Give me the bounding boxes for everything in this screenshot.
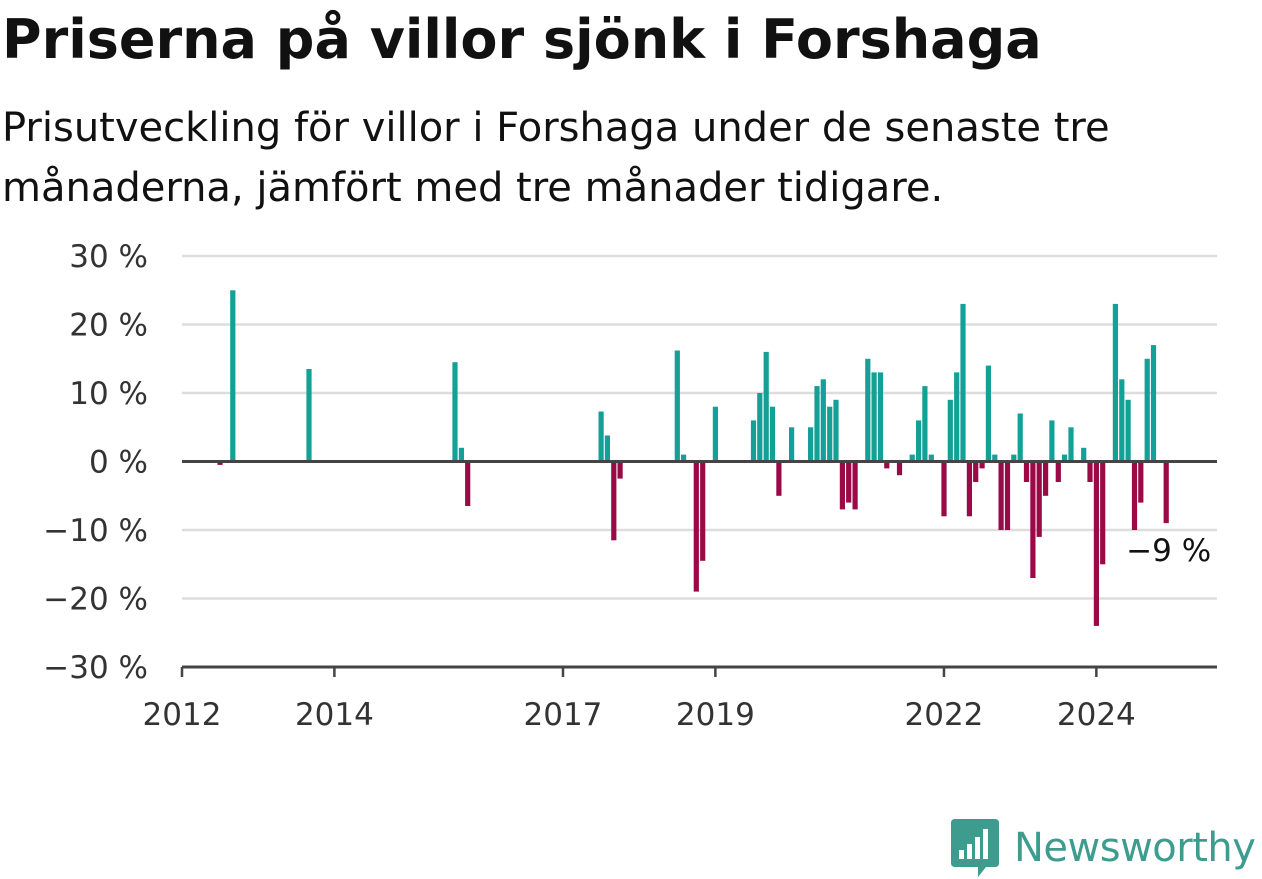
bar [941, 461, 947, 517]
bar [966, 461, 972, 517]
newsworthy-bar-chart-icon [951, 819, 999, 877]
x-tick-label: 2012 [143, 697, 222, 733]
bar [1150, 345, 1157, 462]
annotations: −9 % [1126, 533, 1211, 569]
bar [1144, 358, 1150, 462]
newsworthy-logo: Newsworthy [950, 817, 1256, 879]
bar [681, 454, 687, 462]
bar [865, 358, 871, 462]
bar [992, 454, 998, 462]
bar [814, 386, 820, 462]
y-tick-label: −10 % [43, 513, 148, 549]
y-tick-label: −20 % [43, 582, 148, 618]
bar [1138, 461, 1144, 503]
bar [1131, 461, 1138, 530]
bar [998, 461, 1004, 530]
bar [230, 290, 236, 462]
bar [1062, 454, 1068, 462]
bar [1011, 454, 1017, 462]
bar [979, 461, 985, 469]
bar [1004, 461, 1011, 530]
bar [846, 461, 852, 503]
bar [1119, 379, 1125, 462]
x-tick-label: 2019 [676, 697, 755, 733]
bar [598, 411, 604, 462]
bar [1043, 461, 1049, 496]
bar [700, 461, 706, 561]
bar [1112, 303, 1118, 462]
bar [1125, 399, 1131, 462]
bar [916, 420, 922, 462]
bar [458, 447, 464, 462]
x-axis-ticks: 2012 2014 2017 2019 2022 2024 [143, 667, 1136, 733]
bar [757, 393, 763, 462]
bar [306, 369, 312, 462]
bar [947, 399, 953, 462]
bar [973, 461, 979, 482]
bar [1093, 461, 1099, 626]
chart-title: Priserna på villor sjönk i Forshaga [2, 8, 1042, 71]
bar [909, 454, 915, 462]
bar [1017, 413, 1023, 462]
bar [852, 461, 858, 510]
x-tick-label: 2014 [295, 697, 374, 733]
bar [750, 420, 757, 462]
bar [1055, 461, 1061, 482]
y-tick-label: 0 % [89, 445, 148, 481]
bar [871, 372, 877, 462]
bar [1068, 427, 1074, 462]
bar [884, 461, 890, 469]
bar [1049, 420, 1055, 462]
bar [896, 461, 903, 476]
x-tick-label: 2024 [1057, 697, 1136, 733]
y-axis-ticks: 30 % 20 % 10 % 0 % −10 % −20 % −30 % [43, 239, 148, 686]
bar [1036, 461, 1042, 537]
bar [617, 461, 623, 479]
axes [182, 460, 1217, 669]
bar [763, 351, 769, 462]
bar [674, 350, 680, 462]
bar [452, 362, 458, 462]
bar [789, 427, 795, 462]
bar [1081, 447, 1087, 462]
y-tick-label: −30 % [43, 650, 148, 686]
bar [827, 406, 833, 462]
y-tick-label: 30 % [69, 239, 148, 275]
bar [1100, 461, 1106, 565]
x-tick-label: 2022 [905, 697, 984, 733]
bar [833, 399, 839, 462]
bar [611, 461, 617, 541]
bar [820, 379, 826, 462]
bar [808, 427, 814, 462]
bar [985, 365, 991, 462]
bar [1163, 461, 1169, 524]
bar [1087, 461, 1093, 482]
bar [954, 372, 960, 462]
bar [1023, 461, 1030, 482]
bar [712, 406, 718, 462]
bar [960, 303, 966, 462]
bar [839, 461, 845, 510]
last-value-label: −9 % [1126, 533, 1211, 569]
bar [693, 461, 699, 592]
bar [604, 435, 610, 462]
bar [776, 461, 782, 496]
bars [217, 290, 1169, 626]
x-tick-label: 2017 [524, 697, 603, 733]
bar [217, 461, 223, 465]
chart-subtitle: Prisutveckling för villor i Forshaga und… [2, 105, 1110, 211]
bar [1030, 461, 1036, 578]
brand-name: Newsworthy [1014, 825, 1256, 871]
bar [922, 386, 928, 462]
bar [465, 461, 471, 506]
bar [769, 406, 776, 462]
grid-lines [182, 254, 1217, 600]
y-tick-label: 10 % [69, 376, 148, 412]
bar [877, 372, 884, 462]
bar [928, 454, 934, 462]
y-tick-label: 20 % [69, 308, 148, 344]
